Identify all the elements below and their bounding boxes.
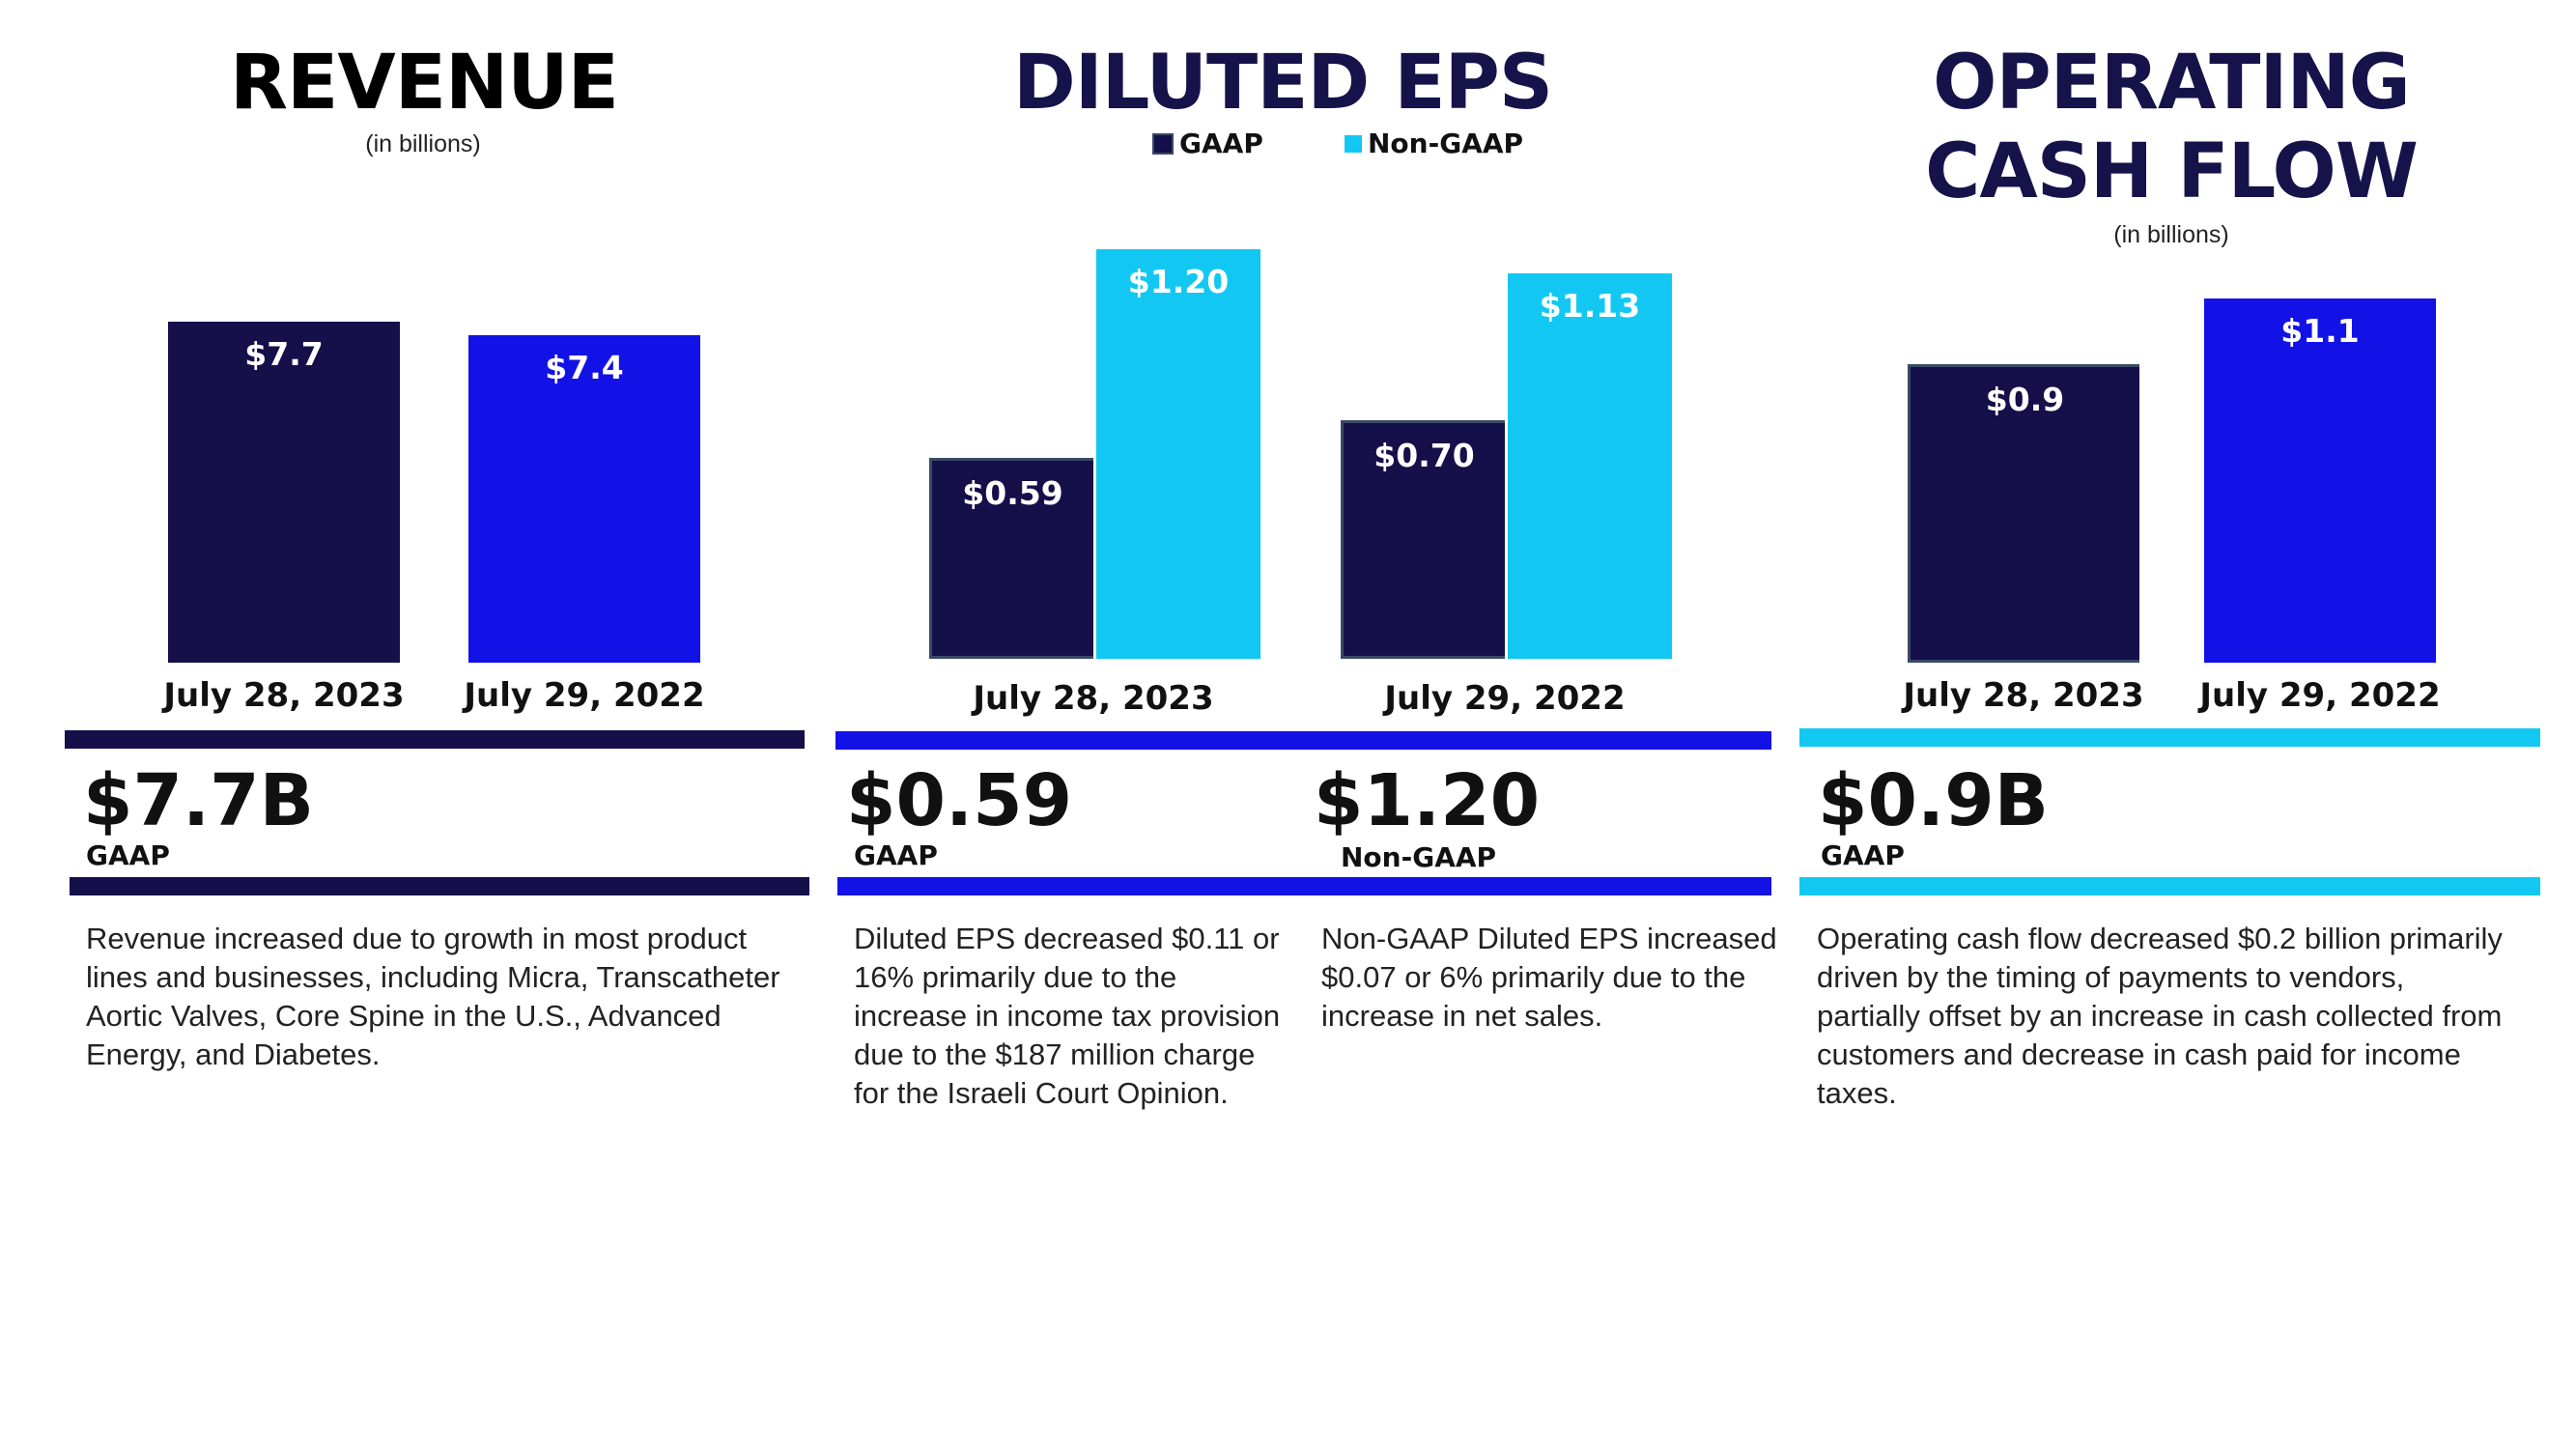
revenue-bottom-rule (70, 877, 809, 895)
eps-date-0: July 28, 2023 (973, 679, 1214, 718)
revenue-bar-0: $7.7 (168, 322, 400, 663)
eps-nongaap-description: Non-GAAP Diluted EPS increased $0.07 or … (1321, 922, 1777, 1033)
eps-bar-gaap-0: $0.59 (929, 457, 1093, 659)
eps-date-1: July 29, 2022 (1384, 679, 1626, 718)
ocf-bar-1-label: $1.1 (2280, 311, 2360, 350)
revenue-date-0: July 28, 2023 (163, 676, 405, 715)
nongaap-swatch (1345, 135, 1362, 153)
ocf-bar-0: $0.9 (1908, 364, 2139, 663)
legend-nongaap: Non-GAAP (1345, 128, 1523, 159)
revenue-bar-1-label: $7.4 (545, 349, 624, 387)
eps-gaap-description: Diluted EPS decreased $0.11 or 16% prima… (854, 922, 1281, 1110)
ocf-bottom-rule (1799, 877, 2540, 895)
eps-gaap-basis: GAAP (854, 839, 938, 871)
eps-bar-gaap-1: $0.70 (1341, 419, 1505, 659)
eps-bar-gaap-1-label: $0.70 (1373, 436, 1475, 474)
revenue-value: $7.7B (83, 759, 314, 842)
revenue-bar-1: $7.4 (468, 335, 700, 663)
ocf-top-rule (1799, 728, 2540, 747)
eps-title: DILUTED EPS (1012, 40, 1553, 127)
ocf-title-line2: CASH FLOW (1925, 128, 2419, 215)
ocf-date-1: July 29, 2022 (2199, 676, 2441, 715)
revenue-basis: GAAP (86, 839, 170, 871)
revenue-description: Revenue increased due to growth in most … (86, 922, 780, 1071)
eps-bar-non-gaap-0-label: $1.20 (1127, 263, 1230, 301)
gaap-swatch (1152, 133, 1174, 155)
ocf-subtitle: (in billions) (2113, 221, 2229, 248)
revenue-subtitle: (in billions) (365, 130, 481, 157)
eps-bar-non-gaap-1-label: $1.13 (1539, 287, 1641, 326)
revenue-bar-0-label: $7.7 (244, 335, 324, 374)
eps-nongaap-basis: Non-GAAP (1341, 841, 1497, 873)
eps-nongaap-value: $1.20 (1314, 759, 1541, 842)
ocf-title-line1: OPERATING (1933, 40, 2411, 127)
eps-gaap-value: $0.59 (846, 759, 1073, 842)
ocf-bar-1: $1.1 (2204, 298, 2436, 663)
eps-bar-gaap-0-label: $0.59 (962, 473, 1063, 512)
legend-gaap-label: GAAP (1179, 128, 1263, 159)
ocf-bar-0-label: $0.9 (1985, 381, 2065, 419)
eps-top-rule (835, 731, 1771, 750)
revenue-date-1: July 29, 2022 (464, 676, 705, 715)
ocf-basis: GAAP (1821, 839, 1905, 871)
legend-nongaap-label: Non-GAAP (1368, 128, 1524, 159)
ocf-value: $0.9B (1818, 759, 2049, 842)
ocf-description: Operating cash flow decreased $0.2 billi… (1817, 922, 2503, 1110)
eps-bar-non-gaap-1: $1.13 (1508, 273, 1672, 659)
revenue-top-rule (65, 730, 805, 749)
eps-bar-non-gaap-0: $1.20 (1096, 249, 1260, 659)
ocf-date-0: July 28, 2023 (1903, 676, 2144, 715)
eps-bottom-rule (837, 877, 1771, 895)
revenue-title: REVENUE (230, 40, 619, 127)
legend-gaap: GAAP (1152, 128, 1263, 159)
